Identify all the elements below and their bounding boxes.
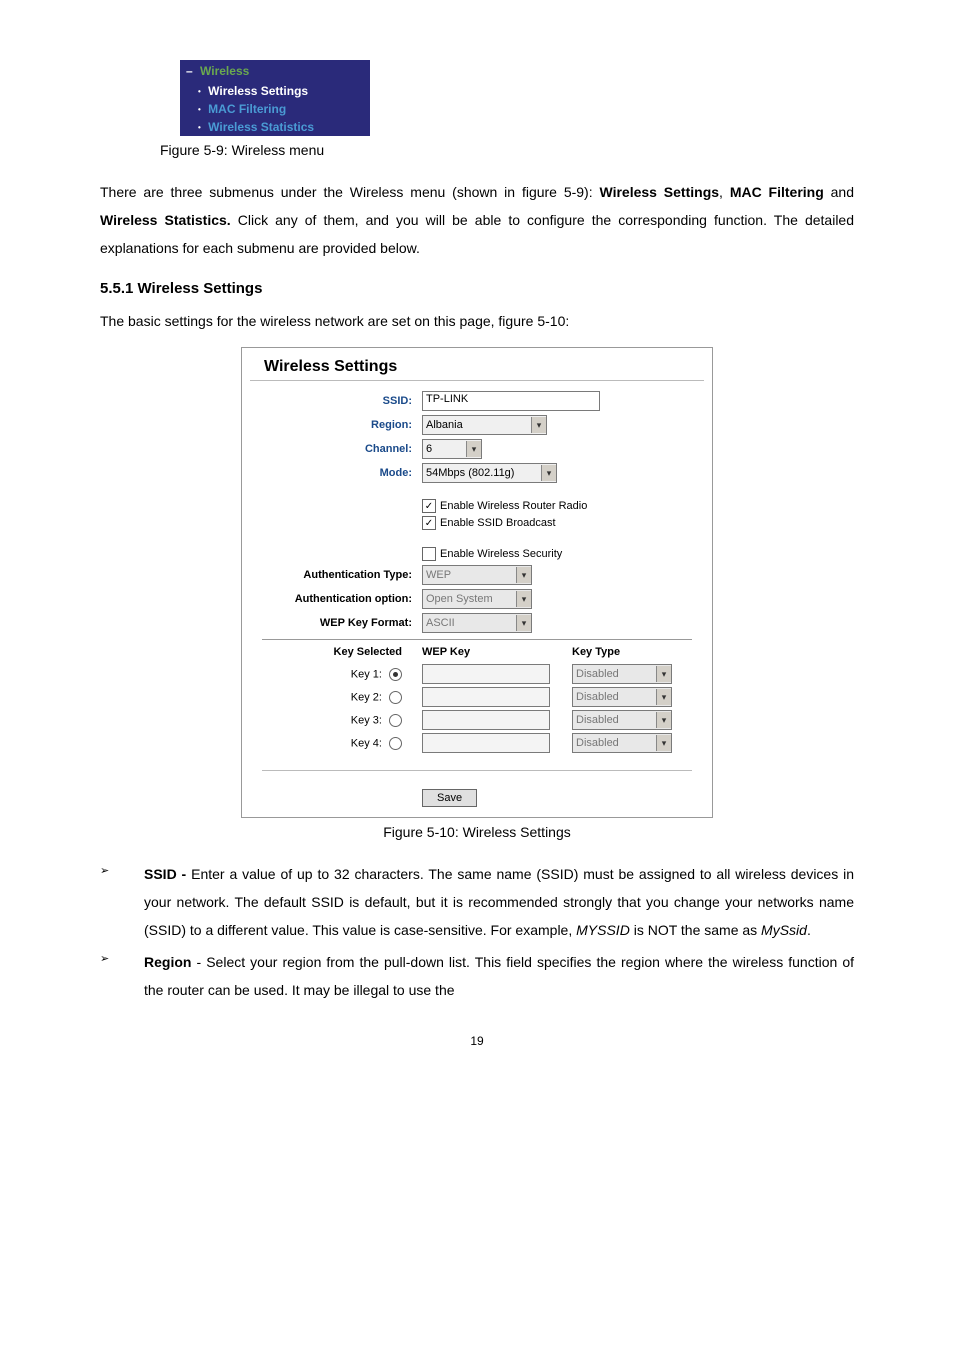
col-key-type: Key Type [572, 646, 692, 658]
key-radio[interactable] [389, 714, 402, 727]
wep-key-table: Key Selected WEP Key Key Type Key 1: Dis… [262, 639, 692, 753]
wep-format-label: WEP Key Format: [242, 617, 422, 629]
enable-ssid-broadcast-checkbox[interactable]: ✓ [422, 516, 436, 530]
mode-label: Mode: [242, 467, 422, 479]
key-label: Key 2: [262, 691, 422, 704]
key-type-select[interactable]: Disabled▾ [572, 710, 672, 730]
wep-key-input[interactable] [422, 733, 550, 753]
key-type-select[interactable]: Disabled▾ [572, 687, 672, 707]
intro-paragraph: There are three submenus under the Wirel… [100, 178, 854, 262]
bullet-icon: • [198, 105, 201, 114]
wireless-nav-menu: – Wireless • Wireless Settings • MAC Fil… [180, 60, 370, 136]
wep-key-input[interactable] [422, 710, 550, 730]
bullet-item: ➢SSID - Enter a value of up to 32 charac… [100, 860, 854, 944]
key-radio[interactable] [389, 737, 402, 750]
nav-item-mac-filtering: • MAC Filtering [180, 100, 370, 118]
key-row: Key 1: Disabled▾ [262, 664, 692, 684]
bullet-text: Region - Select your region from the pul… [124, 948, 854, 1004]
key-label: Key 3: [262, 714, 422, 727]
key-label: Key 1: [262, 668, 422, 681]
chevron-down-icon: ▾ [516, 615, 531, 631]
nav-item-label: Wireless Statistics [208, 120, 314, 134]
channel-select[interactable]: 6▾ [422, 439, 482, 459]
bullet-marker: ➢ [100, 948, 124, 1004]
col-wep-key: WEP Key [422, 646, 572, 658]
enable-router-radio-row: ✓ Enable Wireless Router Radio [422, 499, 712, 513]
collapse-dash: – [186, 64, 193, 78]
wireless-settings-screenshot: Wireless Settings SSID: TP-LINK Region: … [241, 347, 713, 818]
bullet-icon: • [198, 123, 201, 132]
enable-ssid-broadcast-row: ✓ Enable SSID Broadcast [422, 516, 712, 530]
auth-type-select[interactable]: WEP▾ [422, 565, 532, 585]
key-row: Key 3: Disabled▾ [262, 710, 692, 730]
bullet-text: SSID - Enter a value of up to 32 charact… [124, 860, 854, 944]
nav-item-label: Wireless Settings [208, 84, 308, 98]
figure-5-10-caption: Figure 5-10: Wireless Settings [100, 824, 854, 840]
chevron-down-icon: ▾ [656, 689, 671, 705]
wep-key-input[interactable] [422, 664, 550, 684]
bullet-item: ➢Region - Select your region from the pu… [100, 948, 854, 1004]
bullet-icon: • [198, 87, 201, 96]
chevron-down-icon: ▾ [656, 712, 671, 728]
ws-title: Wireless Settings [250, 348, 704, 381]
enable-router-radio-checkbox[interactable]: ✓ [422, 499, 436, 513]
key-label: Key 4: [262, 737, 422, 750]
chevron-down-icon: ▾ [516, 567, 531, 583]
key-row: Key 4: Disabled▾ [262, 733, 692, 753]
chevron-down-icon: ▾ [541, 465, 556, 481]
region-select[interactable]: Albania▾ [422, 415, 547, 435]
key-radio[interactable] [389, 691, 402, 704]
key-row: Key 2: Disabled▾ [262, 687, 692, 707]
page-number: 19 [100, 1034, 854, 1048]
chevron-down-icon: ▾ [531, 417, 546, 433]
nav-header-label: Wireless [200, 64, 249, 78]
enable-wireless-security-row: Enable Wireless Security [422, 547, 712, 561]
wep-key-input[interactable] [422, 687, 550, 707]
chevron-down-icon: ▾ [656, 735, 671, 751]
nav-item-wireless-statistics: • Wireless Statistics [180, 118, 370, 136]
bullet-list: ➢SSID - Enter a value of up to 32 charac… [100, 860, 854, 1004]
nav-item-label: MAC Filtering [208, 102, 286, 116]
col-key-selected: Key Selected [262, 646, 422, 658]
enable-ssid-broadcast-label: Enable SSID Broadcast [440, 517, 556, 529]
chevron-down-icon: ▾ [656, 666, 671, 682]
auth-type-label: Authentication Type: [242, 569, 422, 581]
mode-select[interactable]: 54Mbps (802.11g)▾ [422, 463, 557, 483]
chevron-down-icon: ▾ [516, 591, 531, 607]
section-heading-551: 5.5.1 Wireless Settings [100, 280, 854, 297]
key-type-select[interactable]: Disabled▾ [572, 733, 672, 753]
key-radio[interactable] [389, 668, 402, 681]
enable-wireless-security-checkbox[interactable] [422, 547, 436, 561]
channel-label: Channel: [242, 443, 422, 455]
key-type-select[interactable]: Disabled▾ [572, 664, 672, 684]
nav-item-wireless-settings: • Wireless Settings [180, 82, 370, 100]
chevron-down-icon: ▾ [466, 441, 481, 457]
region-label: Region: [242, 419, 422, 431]
nav-header: – Wireless [180, 60, 370, 82]
auth-option-select[interactable]: Open System▾ [422, 589, 532, 609]
bullet-marker: ➢ [100, 860, 124, 944]
auth-option-label: Authentication option: [242, 593, 422, 605]
basic-settings-paragraph: The basic settings for the wireless netw… [100, 307, 854, 335]
figure-5-9-caption: Figure 5-9: Wireless menu [160, 142, 410, 158]
enable-wireless-security-label: Enable Wireless Security [440, 548, 562, 560]
enable-router-radio-label: Enable Wireless Router Radio [440, 500, 587, 512]
save-button[interactable]: Save [422, 789, 477, 807]
ssid-input[interactable]: TP-LINK [422, 391, 600, 411]
ssid-label: SSID: [242, 395, 422, 407]
wep-format-select[interactable]: ASCII▾ [422, 613, 532, 633]
